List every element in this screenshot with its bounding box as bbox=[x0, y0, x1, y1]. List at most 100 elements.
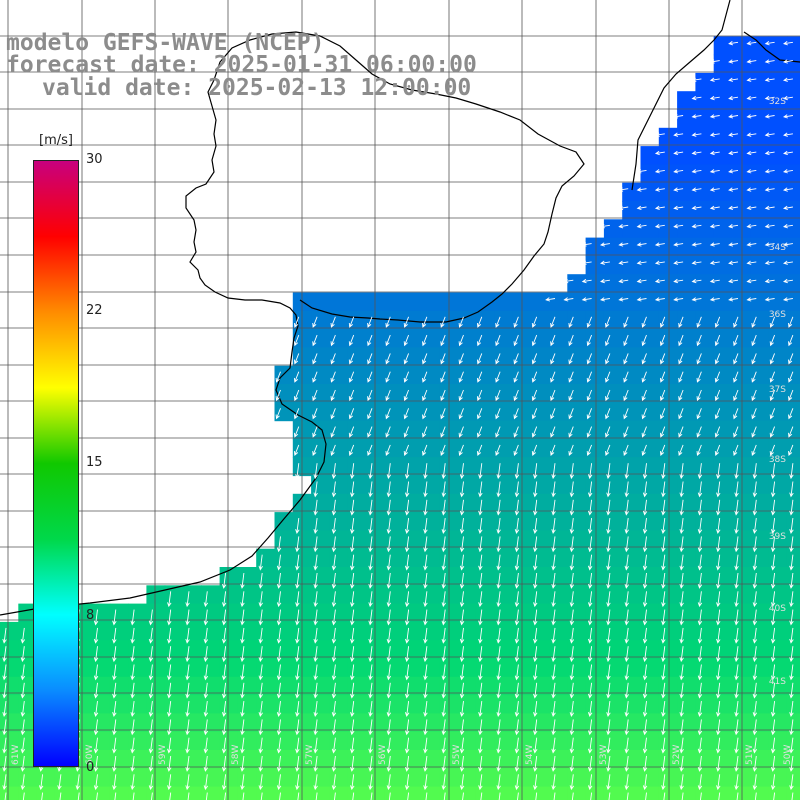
wind-arrow bbox=[385, 444, 391, 457]
wind-arrow bbox=[606, 554, 611, 571]
wind-arrow bbox=[203, 737, 209, 754]
wind-arrow bbox=[734, 591, 739, 608]
field-cell bbox=[768, 146, 788, 165]
wind-arrow bbox=[258, 664, 263, 681]
field-cell bbox=[658, 292, 678, 312]
field-cell bbox=[237, 621, 257, 641]
field-cell bbox=[311, 493, 330, 513]
field-cell bbox=[146, 713, 166, 733]
field-cell bbox=[402, 585, 422, 605]
wind-arrow bbox=[441, 536, 446, 553]
field-cell bbox=[567, 512, 587, 531]
field-cell bbox=[347, 768, 367, 788]
wind-arrow bbox=[642, 518, 648, 534]
field-cell bbox=[311, 768, 330, 788]
wind-arrow bbox=[440, 316, 446, 328]
field-cell bbox=[329, 713, 349, 733]
field-cell bbox=[713, 109, 733, 129]
field-cell bbox=[622, 512, 642, 531]
lon-label: 51W bbox=[745, 745, 755, 765]
wind-arrow bbox=[293, 444, 300, 457]
field-cell bbox=[237, 786, 257, 800]
field-cell bbox=[402, 567, 422, 586]
wind-arrow bbox=[423, 536, 428, 553]
wind-arrow bbox=[367, 444, 373, 457]
field-cell bbox=[658, 237, 678, 257]
wind-arrow bbox=[276, 627, 282, 644]
wind-arrow bbox=[203, 755, 209, 772]
field-cell bbox=[274, 548, 294, 568]
wind-arrow bbox=[38, 774, 44, 791]
wind-arrow bbox=[386, 518, 392, 534]
wind-arrow bbox=[788, 353, 794, 365]
wind-arrow bbox=[642, 463, 648, 480]
wind-arrow bbox=[458, 371, 464, 383]
field-cell bbox=[402, 530, 422, 550]
wind-arrow bbox=[513, 334, 519, 347]
wind-arrow bbox=[276, 719, 282, 736]
field-cell bbox=[36, 786, 56, 800]
wind-arrow bbox=[581, 278, 592, 284]
wind-arrow bbox=[404, 572, 410, 589]
field-cell bbox=[457, 658, 477, 678]
lon-label: 58W bbox=[231, 745, 241, 765]
wind-arrow bbox=[789, 572, 794, 589]
field-cell bbox=[567, 786, 587, 800]
wind-arrow bbox=[167, 664, 172, 681]
wind-arrow bbox=[385, 426, 391, 438]
field-cell bbox=[457, 695, 477, 714]
wind-arrow bbox=[459, 719, 465, 736]
wind-arrow bbox=[312, 334, 318, 347]
wind-arrow bbox=[752, 554, 758, 571]
field-cell bbox=[347, 713, 367, 733]
wind-arrow bbox=[641, 426, 647, 438]
field-cell bbox=[549, 658, 568, 678]
field-cell bbox=[402, 621, 422, 641]
lon-label: 57W bbox=[305, 745, 315, 765]
field-cell bbox=[713, 255, 733, 275]
field-cell bbox=[786, 146, 800, 165]
field-cell bbox=[658, 695, 678, 714]
wind-arrow bbox=[697, 774, 703, 791]
field-cell bbox=[183, 695, 202, 714]
wind-arrow bbox=[295, 682, 300, 699]
field-cell bbox=[622, 182, 642, 202]
field-cell bbox=[677, 182, 696, 202]
wind-arrow bbox=[679, 755, 684, 772]
wind-arrow bbox=[368, 737, 373, 754]
wind-arrow bbox=[624, 499, 629, 516]
wind-arrow bbox=[754, 792, 757, 800]
field-cell bbox=[530, 292, 550, 312]
wind-arrow bbox=[368, 664, 373, 681]
field-cell bbox=[768, 640, 788, 660]
wind-arrow bbox=[550, 334, 556, 347]
field-cell bbox=[786, 603, 800, 623]
field-cell bbox=[750, 91, 770, 111]
wind-arrow bbox=[478, 682, 483, 699]
wind-arrow bbox=[718, 792, 721, 800]
field-cell bbox=[347, 585, 367, 605]
wind-arrow bbox=[531, 389, 538, 402]
wind-arrow bbox=[350, 774, 355, 791]
wind-arrow bbox=[770, 518, 776, 534]
field-cell bbox=[677, 91, 696, 111]
wind-arrow bbox=[386, 627, 392, 644]
wind-arrow bbox=[697, 463, 703, 480]
wind-arrow bbox=[691, 205, 702, 211]
wind-arrow bbox=[770, 609, 776, 626]
wind-arrow bbox=[295, 627, 300, 644]
wind-arrow bbox=[624, 554, 629, 571]
field-cell bbox=[366, 548, 385, 568]
field-cell bbox=[622, 237, 642, 257]
field-cell bbox=[750, 530, 770, 550]
wind-arrow bbox=[443, 792, 446, 800]
wind-arrow bbox=[240, 737, 245, 754]
wind-arrow bbox=[258, 591, 263, 608]
field-cell bbox=[201, 750, 221, 769]
field-cell bbox=[329, 658, 349, 678]
wind-arrow bbox=[495, 426, 501, 438]
field-cell bbox=[732, 457, 751, 477]
wind-arrow bbox=[642, 572, 648, 589]
wind-arrow bbox=[789, 755, 794, 772]
